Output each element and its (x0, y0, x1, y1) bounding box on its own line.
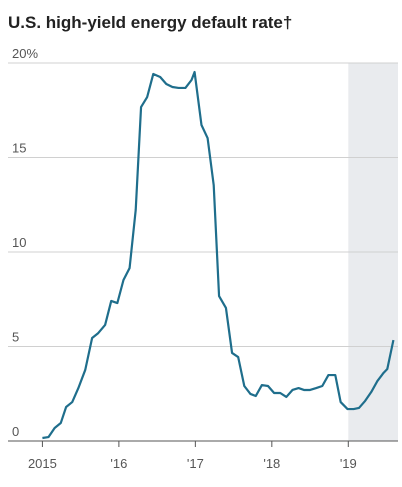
x-tick-label: '19 (340, 456, 357, 471)
y-tick-label: 20% (12, 46, 38, 61)
chart-title: U.S. high-yield energy default rate† (8, 13, 292, 32)
x-tick-label: 2015 (28, 456, 57, 471)
x-tick-label: '16 (110, 456, 127, 471)
x-tick-label: '18 (263, 456, 280, 471)
y-tick-label: 10 (12, 235, 26, 250)
x-tick-label: '17 (187, 456, 204, 471)
y-tick-label: 15 (12, 141, 26, 156)
data-line (42, 70, 395, 440)
y-tick-label: 0 (12, 424, 19, 439)
y-tick-label: 5 (12, 330, 19, 345)
